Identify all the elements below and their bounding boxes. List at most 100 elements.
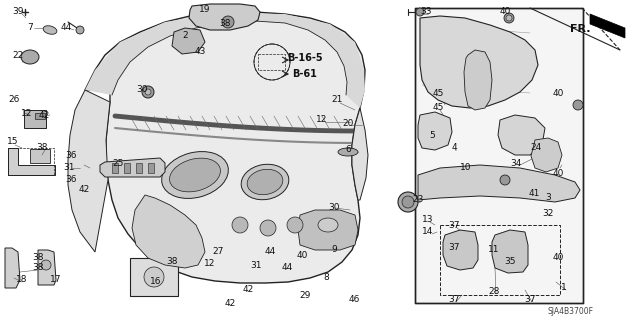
Bar (415, 8, 583, 303)
Text: 34: 34 (510, 160, 522, 168)
Text: 20: 20 (342, 118, 354, 128)
Circle shape (145, 89, 151, 95)
Text: 38: 38 (32, 254, 44, 263)
Ellipse shape (247, 169, 283, 195)
Text: 4: 4 (451, 144, 457, 152)
Text: 19: 19 (199, 5, 211, 14)
Text: 40: 40 (296, 251, 308, 261)
Polygon shape (443, 230, 478, 270)
Polygon shape (85, 13, 365, 108)
Text: 11: 11 (488, 246, 500, 255)
Circle shape (260, 220, 276, 236)
Text: 12: 12 (21, 108, 33, 117)
Polygon shape (418, 112, 452, 150)
Ellipse shape (170, 158, 220, 192)
Ellipse shape (318, 218, 338, 232)
Text: 22: 22 (12, 50, 24, 60)
Polygon shape (8, 148, 55, 175)
Polygon shape (38, 250, 56, 285)
Polygon shape (85, 12, 365, 283)
Bar (8, 148, 54, 175)
Text: 10: 10 (460, 164, 472, 173)
Bar (35, 113, 45, 119)
Bar (130, 258, 178, 296)
Text: 13: 13 (422, 216, 434, 225)
Circle shape (500, 175, 510, 185)
Text: 43: 43 (195, 48, 205, 56)
Text: 38: 38 (36, 144, 48, 152)
Text: 8: 8 (323, 272, 329, 281)
Text: 38: 38 (220, 19, 231, 28)
Text: 1: 1 (561, 284, 567, 293)
Text: 42: 42 (78, 186, 90, 195)
Bar (124, 163, 130, 173)
Text: 15: 15 (7, 137, 19, 146)
Ellipse shape (43, 26, 57, 34)
Text: 38: 38 (32, 263, 44, 272)
Polygon shape (352, 108, 368, 200)
Text: B-61: B-61 (292, 69, 317, 79)
Text: 44: 44 (60, 23, 72, 32)
Text: 42: 42 (225, 300, 236, 308)
Circle shape (41, 260, 51, 270)
Circle shape (222, 16, 234, 28)
Circle shape (144, 267, 164, 287)
Bar (148, 163, 154, 173)
Circle shape (416, 8, 424, 16)
Text: 26: 26 (8, 95, 20, 105)
Text: 6: 6 (345, 145, 351, 154)
Polygon shape (464, 50, 492, 110)
Text: 46: 46 (348, 295, 360, 305)
Polygon shape (531, 138, 562, 172)
Text: 38: 38 (166, 257, 178, 266)
Text: 30: 30 (136, 85, 148, 94)
Text: FR.: FR. (570, 24, 591, 34)
Circle shape (287, 217, 303, 233)
Polygon shape (68, 90, 110, 252)
Text: 32: 32 (542, 210, 554, 219)
Text: 2: 2 (182, 32, 188, 41)
Text: 5: 5 (429, 131, 435, 140)
Text: 9: 9 (331, 246, 337, 255)
Text: 17: 17 (51, 276, 61, 285)
Text: 24: 24 (531, 144, 541, 152)
Bar (30, 149, 50, 163)
Circle shape (506, 15, 512, 21)
Text: 25: 25 (112, 160, 124, 168)
Circle shape (142, 86, 154, 98)
Text: 45: 45 (432, 103, 444, 113)
Text: 40: 40 (552, 88, 564, 98)
Text: 40: 40 (552, 254, 564, 263)
Polygon shape (418, 165, 580, 202)
Text: 7: 7 (27, 24, 33, 33)
Text: 31: 31 (250, 261, 262, 270)
Circle shape (504, 13, 514, 23)
Text: 44: 44 (264, 248, 276, 256)
Text: 33: 33 (420, 8, 432, 17)
Text: 18: 18 (16, 276, 28, 285)
Polygon shape (420, 16, 538, 108)
Text: 3: 3 (545, 194, 551, 203)
Text: 37: 37 (524, 295, 536, 305)
Text: 44: 44 (282, 263, 292, 271)
Text: 36: 36 (65, 175, 77, 184)
Text: 28: 28 (488, 287, 500, 296)
Bar (24, 110, 46, 128)
Circle shape (573, 100, 583, 110)
Polygon shape (100, 158, 165, 177)
Polygon shape (189, 4, 260, 30)
Polygon shape (5, 248, 20, 288)
Bar (136, 163, 142, 173)
Text: 21: 21 (332, 95, 342, 105)
Text: 40: 40 (552, 169, 564, 179)
Text: 41: 41 (528, 189, 540, 198)
Text: 12: 12 (316, 115, 328, 124)
Text: 23: 23 (412, 196, 424, 204)
Text: 36: 36 (65, 152, 77, 160)
Circle shape (76, 26, 84, 34)
Polygon shape (132, 195, 205, 268)
Ellipse shape (338, 148, 358, 156)
Ellipse shape (21, 50, 39, 64)
Ellipse shape (241, 164, 289, 200)
Text: 37: 37 (448, 243, 460, 253)
